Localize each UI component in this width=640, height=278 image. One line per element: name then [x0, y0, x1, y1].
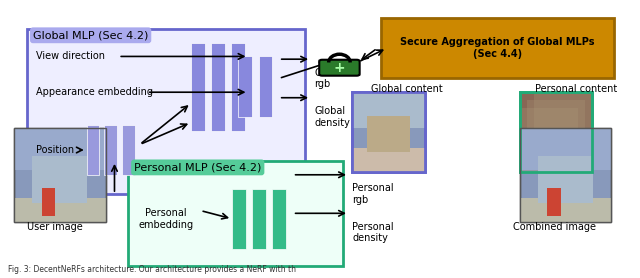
Text: Global
rgb: Global rgb: [314, 68, 346, 89]
Bar: [33, 156, 87, 203]
Bar: [273, 188, 286, 249]
Bar: [86, 125, 99, 175]
Bar: [14, 128, 106, 170]
FancyBboxPatch shape: [352, 92, 425, 172]
Text: Combined image: Combined image: [513, 222, 596, 232]
Bar: [520, 128, 611, 170]
Text: Personal
embedding: Personal embedding: [138, 208, 193, 230]
Text: Personal content: Personal content: [535, 85, 618, 95]
FancyBboxPatch shape: [520, 92, 592, 172]
Text: Personal
density: Personal density: [352, 222, 394, 243]
Bar: [232, 188, 246, 249]
Bar: [547, 188, 561, 216]
Text: Global
density: Global density: [314, 106, 350, 128]
Bar: [104, 125, 117, 175]
FancyBboxPatch shape: [381, 18, 614, 78]
Text: +: +: [333, 61, 345, 75]
Bar: [238, 56, 252, 117]
Bar: [520, 108, 578, 172]
Text: Fig. 3: DecentNeRFs architecture. Our architecture provides a NeRF with th: Fig. 3: DecentNeRFs architecture. Our ar…: [8, 265, 296, 274]
Text: Appearance embedding: Appearance embedding: [36, 87, 153, 97]
Text: View direction: View direction: [36, 51, 105, 61]
Bar: [352, 148, 425, 172]
Bar: [122, 125, 134, 175]
FancyBboxPatch shape: [520, 128, 611, 222]
FancyBboxPatch shape: [128, 161, 342, 265]
Bar: [534, 92, 592, 156]
Bar: [232, 43, 245, 131]
Bar: [252, 188, 266, 249]
Text: Personal MLP (Sec 4.2): Personal MLP (Sec 4.2): [134, 162, 262, 172]
Text: Personal
rgb: Personal rgb: [352, 183, 394, 205]
Bar: [527, 100, 585, 164]
Text: Global content: Global content: [371, 85, 443, 95]
Bar: [520, 198, 611, 222]
Bar: [367, 116, 410, 152]
Bar: [42, 188, 55, 216]
Bar: [211, 43, 225, 131]
FancyBboxPatch shape: [319, 60, 360, 76]
Text: Global MLP (Sec 4.2): Global MLP (Sec 4.2): [33, 30, 148, 40]
Bar: [14, 198, 106, 222]
Text: Secure Aggregation of Global MLPs
(Sec 4.4): Secure Aggregation of Global MLPs (Sec 4…: [400, 37, 595, 59]
Bar: [191, 43, 205, 131]
Bar: [538, 156, 593, 203]
FancyBboxPatch shape: [14, 128, 106, 222]
Text: Position: Position: [36, 145, 74, 155]
FancyBboxPatch shape: [27, 29, 305, 194]
Bar: [352, 92, 425, 128]
Bar: [259, 56, 273, 117]
Text: User image: User image: [28, 222, 83, 232]
